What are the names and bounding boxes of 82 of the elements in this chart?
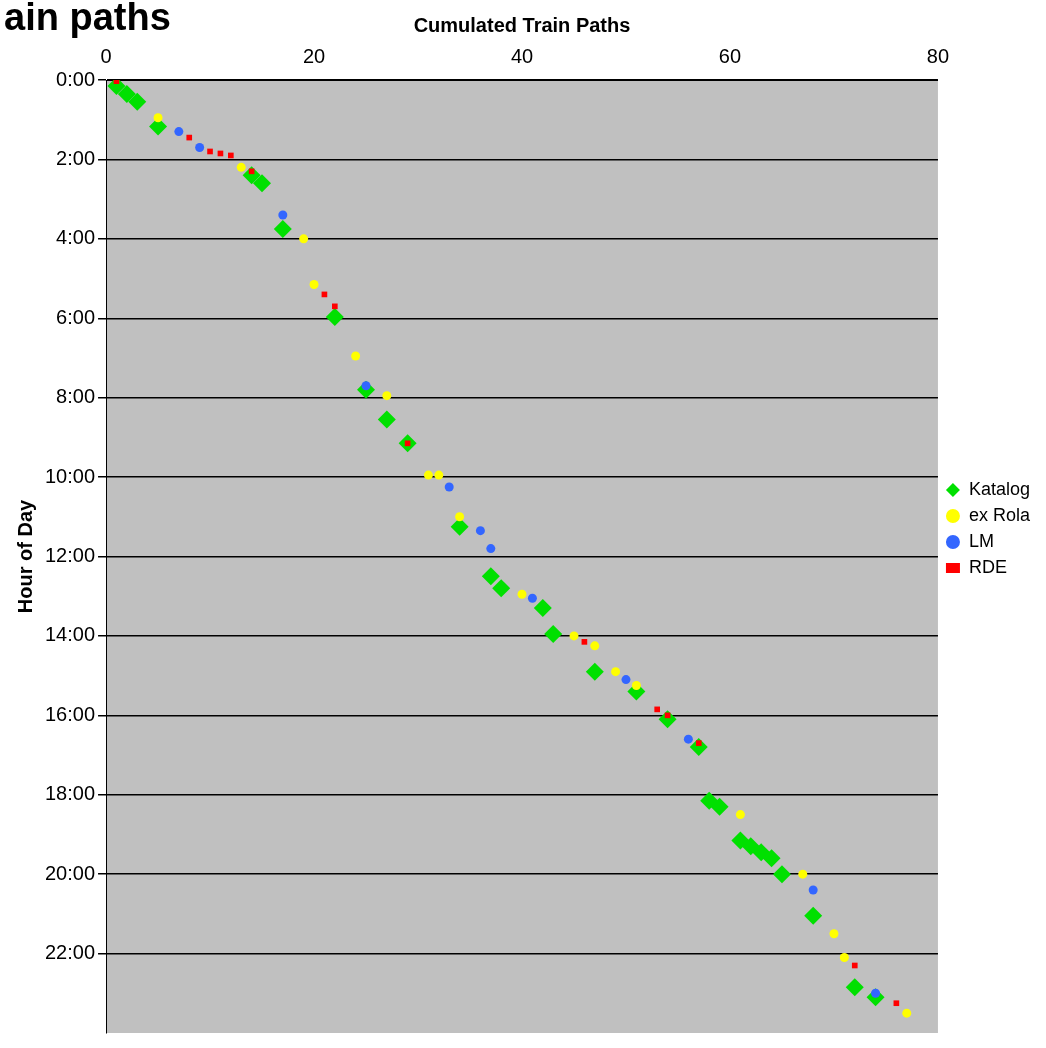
point [585, 662, 604, 681]
point [710, 797, 729, 816]
y-axis-title: Hour of Day [13, 498, 36, 614]
legend-label: Katalog [968, 478, 1031, 499]
point [325, 308, 344, 327]
point [845, 978, 864, 997]
point [804, 906, 823, 925]
x-axis-title: Cumulated Train Paths [413, 13, 631, 36]
point [486, 544, 496, 554]
point [128, 92, 147, 111]
point [153, 113, 163, 123]
point [631, 681, 641, 691]
chart-title: ain paths [4, 0, 171, 39]
point [695, 740, 702, 746]
y-tick-label: 18:00 [44, 782, 96, 805]
point [481, 567, 500, 586]
point [590, 641, 600, 651]
point [752, 843, 771, 862]
y-tick-label: 6:00 [56, 305, 96, 328]
legend-label: RDE [968, 556, 1007, 577]
point [893, 1000, 900, 1007]
point [654, 706, 661, 713]
point [299, 234, 309, 244]
point [533, 599, 552, 618]
point [207, 148, 213, 155]
point [544, 624, 563, 643]
y-tick-label: 2:00 [56, 146, 96, 169]
point [611, 667, 621, 677]
point [762, 849, 781, 868]
point [174, 127, 184, 137]
point [569, 631, 579, 641]
y-tick-label: 20:00 [44, 861, 96, 884]
point [808, 885, 818, 895]
point [851, 962, 858, 969]
point [839, 953, 849, 963]
point [735, 810, 745, 820]
point [309, 280, 319, 289]
point [236, 162, 246, 172]
point [195, 143, 205, 152]
y-tick-label: 0:00 [56, 67, 96, 90]
legend-label: ex Rola [968, 504, 1031, 525]
point [798, 869, 808, 879]
x-tick-label: 60 [718, 44, 742, 67]
point [377, 410, 396, 429]
point [434, 470, 444, 480]
y-tick-label: 16:00 [44, 702, 96, 725]
point [621, 675, 631, 685]
point [527, 593, 537, 603]
x-tick-label: 20 [302, 44, 326, 67]
point [683, 734, 693, 744]
point [741, 837, 760, 856]
x-tick-label: 80 [926, 44, 950, 67]
point [423, 470, 433, 480]
point [829, 929, 839, 939]
point [731, 831, 750, 850]
point [273, 219, 292, 238]
point [517, 589, 527, 599]
point [331, 303, 338, 310]
point [186, 134, 193, 141]
point [700, 791, 719, 810]
point [475, 526, 485, 536]
point [772, 865, 791, 884]
point [117, 84, 136, 103]
x-tick-label: 40 [510, 44, 534, 67]
point [492, 579, 511, 598]
point [444, 482, 454, 492]
y-tick-label: 22:00 [44, 941, 96, 964]
point [351, 351, 361, 361]
point [455, 512, 465, 522]
y-tick-label: 14:00 [44, 623, 96, 646]
legend-label: LM [968, 530, 994, 551]
x-tick-label: 0 [100, 44, 112, 67]
y-tick-label: 8:00 [56, 385, 96, 408]
point [581, 639, 588, 645]
y-tick-label: 4:00 [56, 226, 96, 249]
point [253, 174, 272, 193]
point [278, 210, 288, 220]
point [382, 391, 392, 401]
y-tick-label: 12:00 [44, 544, 96, 567]
y-tick-label: 10:00 [44, 464, 96, 487]
point [902, 1008, 912, 1018]
point [228, 152, 234, 159]
